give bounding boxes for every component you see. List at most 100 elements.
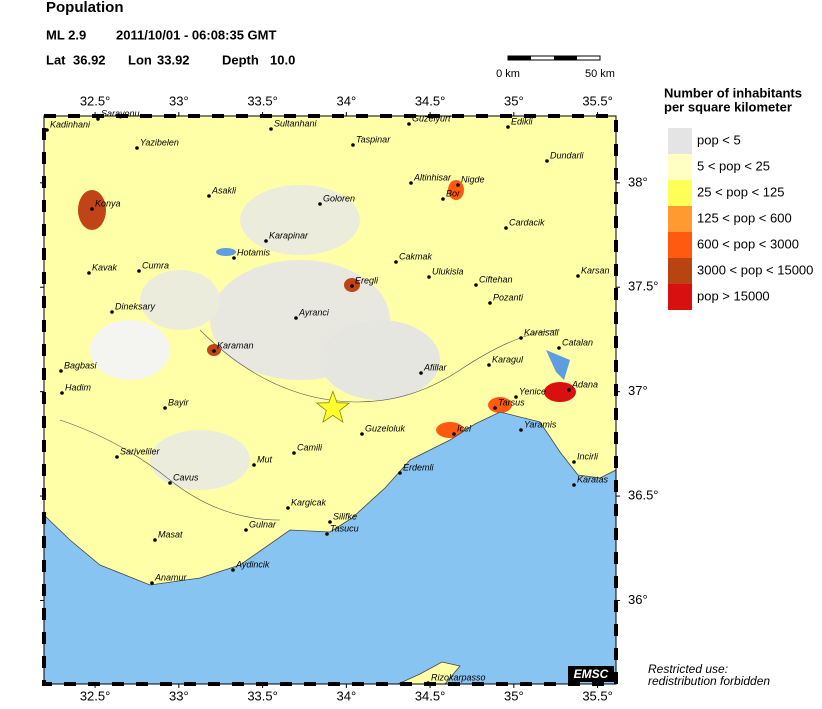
city-marker [153, 538, 157, 542]
legend-label: 125 < pop < 600 [697, 210, 792, 225]
lon-tick-label: 32.5° [80, 688, 111, 703]
lon-tick-label: 34.5° [415, 93, 446, 108]
city-marker [325, 532, 329, 536]
city-label: Dundarli [550, 150, 585, 160]
legend-label: 5 < pop < 25 [697, 158, 770, 173]
city-label: Cavus [173, 472, 199, 482]
city-label: Karaisali [524, 327, 560, 337]
city-label: Hotamis [237, 247, 271, 257]
city-label: Pozanti [493, 292, 524, 302]
badge-box [568, 666, 614, 682]
legend-label: 3000 < pop < 15000 [697, 262, 813, 277]
legend-swatch [668, 206, 692, 232]
city-marker [487, 363, 491, 367]
city-marker [493, 406, 497, 410]
city-label: Yazibelen [140, 137, 179, 147]
legend-label: pop < 5 [697, 132, 741, 147]
lon-tick-label: 35° [504, 688, 524, 703]
city-label: Guzelyurt [412, 113, 451, 123]
city-label: Catalan [562, 337, 593, 347]
city-marker [60, 391, 64, 395]
lat-tick-label: 37° [628, 383, 648, 398]
city-marker [59, 369, 63, 373]
lon-label: Lon [128, 52, 152, 67]
city-label: Guzeloluk [365, 423, 406, 433]
city-marker [519, 428, 523, 432]
city-marker [409, 181, 413, 185]
city-marker [572, 483, 576, 487]
legend-label: 600 < pop < 3000 [697, 236, 799, 251]
city-label: Tasucu [330, 523, 359, 533]
city-label: Bayir [168, 397, 190, 407]
city-label: Incirli [577, 451, 599, 461]
datetime: 2011/10/01 - 06:08:35 GMT [116, 27, 276, 42]
city-marker [231, 568, 235, 572]
city-label: Camili [297, 442, 323, 452]
city-label: Karsan [581, 265, 610, 275]
lon-tick-label: 35.5° [582, 688, 613, 703]
city-marker [90, 207, 94, 211]
city-label: Karagul [492, 354, 524, 364]
city-marker [96, 117, 100, 121]
city-marker [557, 346, 561, 350]
city-marker [567, 388, 571, 392]
city-marker [350, 284, 354, 288]
scale-end: 50 km [585, 68, 615, 80]
lon-tick-label: 33° [169, 93, 189, 108]
city-marker [264, 239, 268, 243]
city-marker [506, 125, 510, 129]
city-label: Rizokarpasso [431, 672, 486, 682]
city-marker [488, 301, 492, 305]
city-marker [45, 128, 49, 132]
city-marker [360, 432, 364, 436]
lat-tick-label: 36° [628, 592, 648, 607]
city-marker [456, 183, 460, 187]
city-label: Cakmak [399, 251, 433, 261]
legend-title: per square kilometer [664, 99, 792, 114]
lon-tick-label: 32.5° [80, 93, 111, 108]
scale-start: 0 km [496, 68, 520, 80]
city-label: Yaramis [524, 419, 557, 429]
city-marker [351, 143, 355, 147]
lat-value: 36.92 [73, 52, 106, 67]
city-label: Masat [158, 529, 183, 539]
city-label: Hadim [65, 382, 92, 392]
city-marker [212, 349, 216, 353]
city-label: Goloren [323, 193, 355, 203]
city-label: Adana [571, 379, 598, 389]
city-label: Edikli [511, 116, 534, 126]
city-label: Cumra [142, 260, 169, 270]
city-label: Karatas [577, 474, 609, 484]
city-label: Anamur [154, 572, 188, 582]
lat-label: Lat [46, 52, 66, 67]
city-marker [394, 260, 398, 264]
city-label: Ulukisla [432, 266, 464, 276]
city-label: Silifke [333, 511, 357, 521]
city-marker [244, 528, 248, 532]
depth-value: 10.0 [270, 52, 295, 67]
city-label: Asakli [211, 185, 237, 195]
legend-label: 25 < pop < 125 [697, 184, 784, 199]
city-marker [135, 146, 139, 150]
city-marker [87, 271, 91, 275]
notice: Restricted use: [648, 662, 728, 676]
city-marker [286, 506, 290, 510]
city-marker [427, 275, 431, 279]
lon-value: 33.92 [157, 52, 190, 67]
epicenter [315, 390, 351, 424]
city-label: Ayranci [298, 307, 330, 317]
legend-title: Number of inhabitants [664, 85, 802, 100]
city-label: Bagbasi [64, 360, 98, 370]
city-marker [419, 371, 423, 375]
city-marker [137, 269, 141, 273]
lon-tick-label: 33.5° [247, 93, 278, 108]
city-label: Dineksary [115, 301, 156, 311]
lon-tick-label: 34° [336, 688, 356, 703]
city-marker [232, 256, 236, 260]
legend-label: pop > 15000 [697, 288, 770, 303]
city-label: Ciftehan [479, 274, 513, 284]
lon-tick-label: 34° [336, 93, 356, 108]
city-label: Yenice [519, 386, 546, 396]
city-marker [252, 463, 256, 467]
city-marker [572, 460, 576, 464]
